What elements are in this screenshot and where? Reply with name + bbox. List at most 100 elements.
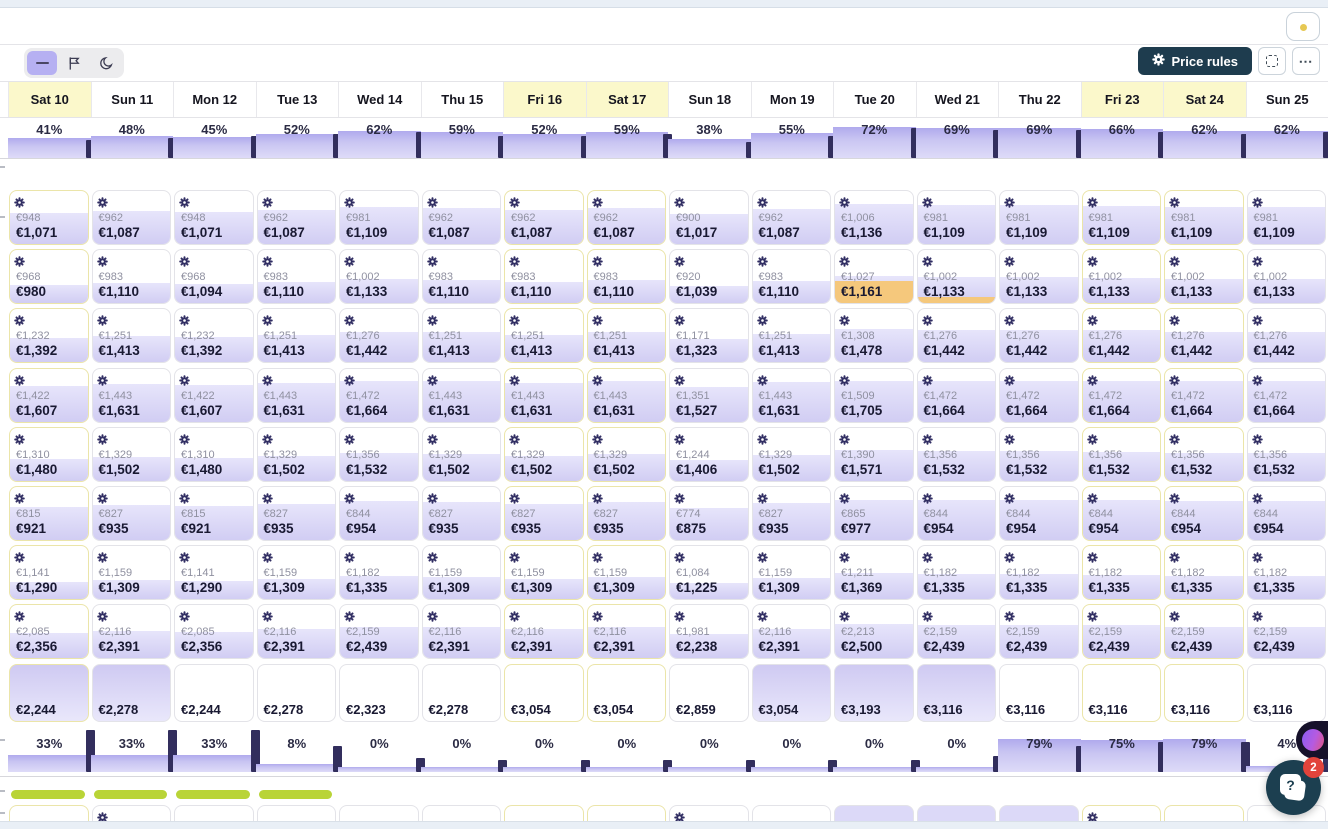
gear-icon[interactable] <box>674 254 685 272</box>
price-cell-partial[interactable] <box>1081 805 1161 822</box>
gear-icon[interactable] <box>261 195 273 213</box>
gear-icon[interactable] <box>509 195 520 213</box>
gear-icon[interactable] <box>674 195 685 213</box>
gear-icon[interactable] <box>1086 550 1098 568</box>
date-header-thu-22[interactable]: Thu 22 <box>998 82 1081 117</box>
price-cell[interactable]: €1,002 €1,133 <box>339 249 419 305</box>
date-header-mon-12[interactable]: Mon 12 <box>173 82 256 117</box>
price-cell[interactable]: €968 €1,094 <box>174 249 254 305</box>
price-cell[interactable]: €1,276 €1,442 <box>339 308 419 364</box>
price-cell[interactable]: €844 €954 <box>339 486 419 541</box>
price-cell[interactable]: €1,276 €1,442 <box>999 308 1079 364</box>
price-cell[interactable]: €981 €1,109 <box>339 190 419 245</box>
price-cell-partial[interactable] <box>669 805 749 822</box>
period-price-cell[interactable]: €3,116 <box>916 664 996 722</box>
price-cell[interactable]: €1,329 €1,502 <box>91 426 171 482</box>
more-options-button[interactable]: ⋯ <box>1292 47 1320 75</box>
price-cell[interactable]: €827 €935 <box>421 486 501 541</box>
price-cell[interactable]: €962 €1,087 <box>421 190 501 245</box>
price-cell-partial[interactable] <box>339 805 419 822</box>
gear-icon[interactable] <box>179 491 190 509</box>
gear-icon[interactable] <box>1086 609 1098 627</box>
gear-icon[interactable] <box>426 550 438 568</box>
price-cell[interactable]: €1,141 €1,290 <box>174 545 254 601</box>
gear-icon[interactable] <box>1169 491 1180 509</box>
gear-icon[interactable] <box>756 313 768 331</box>
gear-icon[interactable] <box>1086 313 1098 331</box>
gear-icon[interactable] <box>921 491 933 509</box>
price-cell[interactable]: €827 €935 <box>504 486 584 541</box>
gear-icon[interactable] <box>344 373 355 391</box>
price-cell[interactable]: €1,329 €1,502 <box>421 426 501 482</box>
price-cell[interactable]: €1,027 €1,161 <box>834 249 914 305</box>
price-cell[interactable]: €1,509 €1,705 <box>834 367 914 423</box>
price-cell[interactable]: €948 €1,071 <box>9 190 89 245</box>
price-cell[interactable]: €1,251 €1,413 <box>91 308 171 364</box>
price-cell[interactable]: €1,006 €1,136 <box>834 190 914 245</box>
price-cell[interactable]: €983 €1,110 <box>256 249 336 305</box>
price-cell[interactable]: €983 €1,110 <box>586 249 666 305</box>
gear-icon[interactable] <box>591 491 603 509</box>
price-cell[interactable]: €981 €1,109 <box>1081 190 1161 245</box>
price-cell[interactable]: €2,116 €2,391 <box>751 604 831 660</box>
price-cell[interactable]: €2,116 €2,391 <box>586 604 666 660</box>
gear-icon[interactable] <box>261 550 273 568</box>
gear-icon[interactable] <box>14 195 25 213</box>
price-cell[interactable]: €1,981 €2,238 <box>669 604 749 660</box>
date-header-sun-25[interactable]: Sun 25 <box>1245 82 1328 117</box>
price-cell[interactable]: €1,171 €1,323 <box>669 308 749 364</box>
price-cell-partial[interactable] <box>421 805 501 822</box>
gear-icon[interactable] <box>509 373 520 391</box>
gear-icon[interactable] <box>1251 432 1263 450</box>
price-cell[interactable]: €2,159 €2,439 <box>916 604 996 660</box>
gear-icon[interactable] <box>96 313 108 331</box>
price-cell[interactable]: €1,002 €1,133 <box>1164 249 1244 305</box>
price-cell[interactable]: €1,276 €1,442 <box>1246 308 1326 364</box>
period-price-cell[interactable]: €2,278 <box>421 664 501 722</box>
price-cell[interactable]: €1,356 €1,532 <box>339 426 419 482</box>
gear-icon[interactable] <box>509 254 520 272</box>
price-cell[interactable]: €1,159 €1,309 <box>256 545 336 601</box>
gear-icon[interactable] <box>1004 432 1015 450</box>
view-mode-nights-button[interactable] <box>91 51 121 75</box>
gear-icon[interactable] <box>591 313 603 331</box>
price-cell[interactable]: €2,085 €2,356 <box>9 604 89 660</box>
price-cell[interactable]: €1,472 €1,664 <box>999 367 1079 423</box>
date-header-wed-14[interactable]: Wed 14 <box>338 82 421 117</box>
price-cell[interactable]: €1,443 €1,631 <box>751 367 831 423</box>
price-cell[interactable]: €1,276 €1,442 <box>1081 308 1161 364</box>
gear-icon[interactable] <box>1004 491 1015 509</box>
period-price-cell[interactable]: €3,054 <box>504 664 584 722</box>
view-mode-flags-button[interactable] <box>59 51 89 75</box>
gear-icon[interactable] <box>261 491 273 509</box>
price-cell[interactable]: €1,329 €1,502 <box>256 426 336 482</box>
price-cell[interactable]: €2,116 €2,391 <box>421 604 501 660</box>
gear-icon[interactable] <box>839 195 850 213</box>
gear-icon[interactable] <box>1251 491 1263 509</box>
gear-icon[interactable] <box>1169 313 1180 331</box>
price-cell[interactable]: €1,356 €1,532 <box>1081 426 1161 482</box>
price-cell[interactable]: €2,159 €2,439 <box>1246 604 1326 660</box>
gear-icon[interactable] <box>14 313 25 331</box>
gear-icon[interactable] <box>921 254 933 272</box>
gear-icon[interactable] <box>509 609 520 627</box>
gear-icon[interactable] <box>1169 373 1180 391</box>
gear-icon[interactable] <box>14 491 25 509</box>
gear-icon[interactable] <box>426 609 438 627</box>
gear-icon[interactable] <box>839 432 850 450</box>
price-cell-partial[interactable] <box>751 805 831 822</box>
price-cell[interactable]: €1,084 €1,225 <box>669 545 749 601</box>
view-mode-base-button[interactable] <box>27 51 57 75</box>
gear-icon[interactable] <box>756 373 768 391</box>
price-cell[interactable]: €2,159 €2,439 <box>339 604 419 660</box>
price-cell[interactable]: €1,002 €1,133 <box>916 249 996 305</box>
price-cell[interactable]: €1,443 €1,631 <box>504 367 584 423</box>
gear-icon[interactable] <box>756 432 768 450</box>
gear-icon[interactable] <box>674 609 685 627</box>
price-cell[interactable]: €1,159 €1,309 <box>421 545 501 601</box>
price-cell[interactable]: €2,085 €2,356 <box>174 604 254 660</box>
gear-icon[interactable] <box>839 373 850 391</box>
price-cell[interactable]: €1,351 €1,527 <box>669 367 749 423</box>
gear-icon[interactable] <box>921 432 933 450</box>
gear-icon[interactable] <box>921 195 933 213</box>
